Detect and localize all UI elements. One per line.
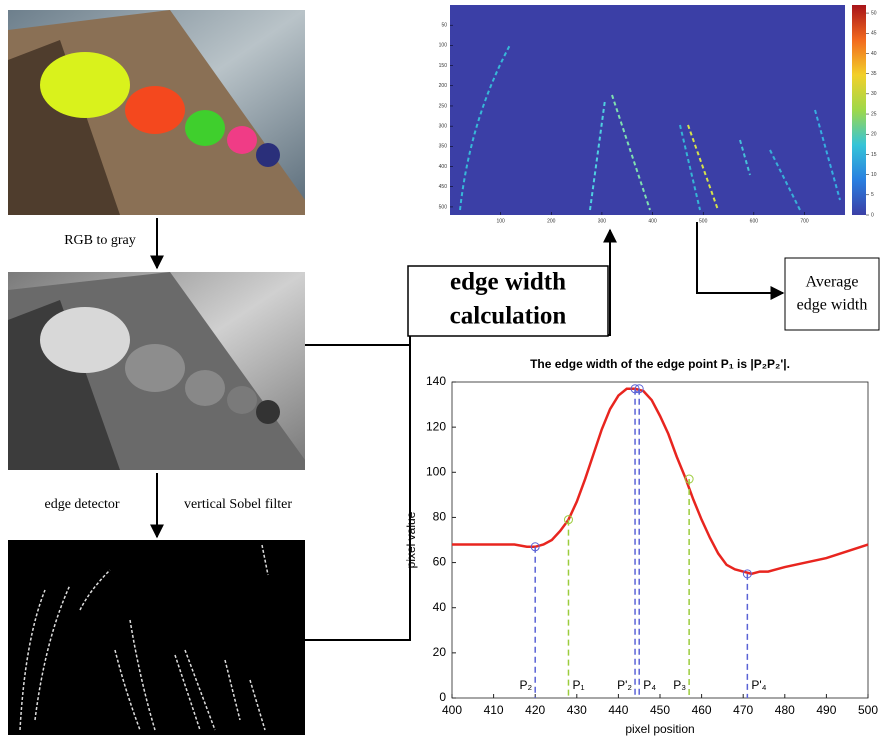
marker-label: P₄	[643, 678, 656, 692]
y-tick-label: 100	[426, 464, 446, 478]
y-tick-label: 500	[439, 204, 448, 210]
y-tick-label: 250	[439, 103, 448, 109]
gray-photo	[8, 272, 305, 470]
y-tick-label: 50	[441, 23, 447, 29]
x-tick-label: 460	[692, 703, 712, 717]
y-tick-label: 350	[439, 144, 448, 150]
step-label: edge detector	[44, 497, 119, 512]
y-tick-label: 200	[439, 83, 448, 89]
colorbar-tick-label: 10	[871, 172, 877, 178]
marker-label: P₂	[520, 678, 533, 692]
x-tick-label: 600	[750, 218, 759, 224]
step-label: vertical Sobel filter	[184, 497, 292, 512]
output-label: Average	[806, 274, 859, 291]
colorbar-tick-label: 25	[871, 111, 877, 117]
marker-label: P₃	[673, 678, 686, 692]
x-tick-label: 430	[567, 703, 587, 717]
colorbar-tick-label: 45	[871, 31, 877, 37]
y-axis-label: pixel value	[404, 511, 418, 568]
marker-label: P₁	[572, 678, 584, 692]
y-tick-label: 150	[439, 63, 448, 69]
y-tick-label: 450	[439, 184, 448, 190]
y-tick-label: 40	[433, 600, 447, 614]
figure: RGB to gray edge detector vertical Sobel…	[0, 0, 884, 739]
y-tick-label: 300	[439, 123, 448, 129]
x-tick-label: 500	[858, 703, 878, 717]
y-tick-label: 100	[439, 43, 448, 49]
y-tick-label: 20	[433, 645, 447, 659]
x-tick-label: 400	[442, 703, 462, 717]
x-tick-label: 420	[525, 703, 545, 717]
output-box	[785, 258, 879, 330]
x-tick-label: 300	[598, 218, 607, 224]
process-label: edge width	[450, 269, 566, 296]
y-tick-label: 60	[433, 555, 447, 569]
x-tick-label: 480	[775, 703, 795, 717]
marker-label: P'₄	[751, 678, 766, 692]
x-tick-label: 440	[608, 703, 628, 717]
x-tick-label: 200	[547, 218, 556, 224]
plot-area	[452, 382, 868, 698]
rgb-photo	[8, 10, 305, 215]
edge-map	[8, 540, 305, 735]
x-tick-label: 500	[699, 218, 708, 224]
colorbar-tick-label: 5	[871, 192, 874, 198]
x-axis-label: pixel position	[625, 722, 694, 736]
colorbar-tick-label: 40	[871, 51, 877, 57]
colorbar-tick-label: 30	[871, 91, 877, 97]
colorbar-tick-label: 20	[871, 132, 877, 138]
y-tick-label: 400	[439, 164, 448, 170]
y-tick-label: 120	[426, 419, 446, 433]
x-tick-label: 700	[800, 218, 809, 224]
x-tick-label: 490	[816, 703, 836, 717]
y-tick-label: 140	[426, 374, 446, 388]
marker-label: P'₂	[617, 678, 632, 692]
colorbar-tick-label: 15	[871, 152, 877, 158]
x-tick-label: 410	[484, 703, 504, 717]
x-tick-label: 400	[648, 218, 657, 224]
y-tick-label: 0	[439, 690, 446, 704]
heatmap	[450, 5, 866, 215]
process-label: calculation	[450, 303, 567, 330]
x-tick-label: 470	[733, 703, 753, 717]
colorbar-tick-label: 50	[871, 10, 877, 16]
x-tick-label: 100	[496, 218, 505, 224]
colorbar-tick-label: 35	[871, 71, 877, 77]
output-label: edge width	[797, 297, 868, 314]
colorbar	[852, 5, 866, 215]
x-tick-label: 450	[650, 703, 670, 717]
step-label: RGB to gray	[64, 233, 136, 248]
colorbar-tick-label: 0	[871, 212, 874, 218]
y-tick-label: 80	[433, 510, 447, 524]
chart-title: The edge width of the edge point P₁ is |…	[530, 357, 790, 371]
